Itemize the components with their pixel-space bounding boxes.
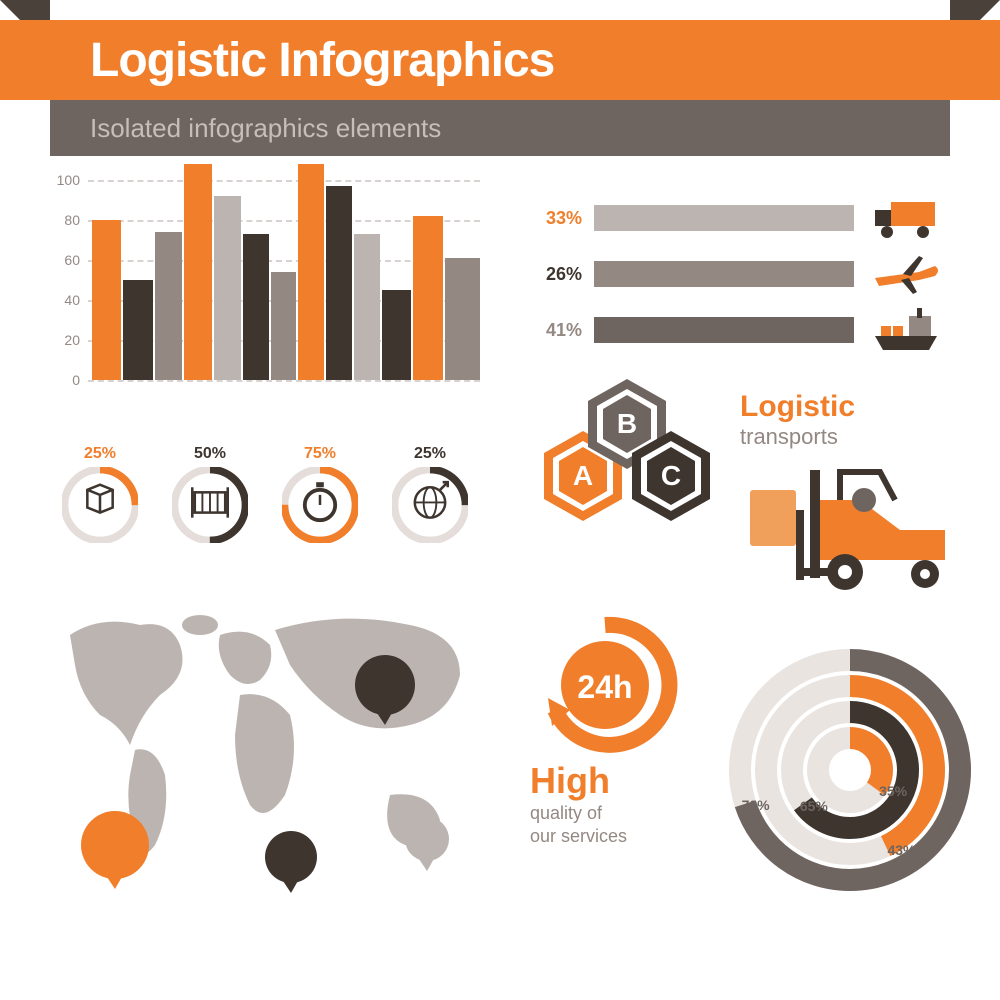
donut-row: 25% 50% 75% 25% (50, 445, 480, 543)
bar (413, 216, 442, 380)
ytick-label: 60 (50, 252, 80, 268)
hbar-row: 41% (520, 302, 950, 358)
donut-pct: 25% (380, 445, 480, 463)
page-title: Logistic Infographics (90, 33, 554, 88)
bar (354, 234, 380, 380)
radial-label: 70% (742, 797, 770, 813)
bar (243, 234, 269, 380)
bar (184, 164, 211, 380)
donut: 75% (270, 445, 370, 543)
bar (271, 272, 297, 380)
hbar-track (594, 317, 854, 343)
banner-title-strip: Logistic Infographics (0, 20, 1000, 100)
bar (92, 220, 121, 380)
ytick-label: 40 (50, 292, 80, 308)
transports-line1: Logistic (740, 390, 960, 424)
badge-24h: 24h (530, 610, 700, 760)
bar (445, 258, 480, 380)
bar (123, 280, 152, 380)
ytick-label: 20 (50, 332, 80, 348)
svg-text:24h: 24h (577, 669, 632, 705)
bar (326, 186, 352, 380)
hbar-pct: 33% (520, 208, 582, 229)
forklift-icon (750, 460, 960, 590)
hbar-track (594, 205, 854, 231)
plane-icon (866, 249, 946, 299)
donut: 25% (50, 445, 150, 543)
hbar-row: 33% (520, 190, 950, 246)
radial-label: 65% (800, 798, 828, 814)
bar-chart-bars (92, 180, 480, 380)
hbar-pct: 26% (520, 264, 582, 285)
map-bubble (260, 829, 322, 900)
donut: 50% (160, 445, 260, 543)
map-bubble (350, 653, 420, 732)
bar (214, 196, 241, 380)
radial-label: 35% (879, 783, 907, 799)
hbar-track (594, 261, 854, 287)
bar (382, 290, 411, 380)
hexagon-group: ABC (540, 375, 740, 545)
ytick-label: 80 (50, 212, 80, 228)
transports-line2: transports (740, 424, 960, 450)
donut-pct: 25% (50, 445, 150, 463)
hbar-pct: 41% (520, 320, 582, 341)
map-bubble (76, 809, 154, 896)
truck-icon (866, 193, 946, 243)
donut: 25% (380, 445, 480, 543)
world-map (40, 595, 480, 895)
page-subtitle: Isolated infographics elements (90, 113, 441, 144)
transport-hbars: 33% 26% 41% (520, 190, 950, 358)
donut-pct: 50% (160, 445, 260, 463)
ytick-label: 100 (50, 172, 80, 188)
hbar-row: 26% (520, 246, 950, 302)
bar (155, 232, 182, 380)
header-banner: Logistic Infographics Isolated infograph… (0, 0, 1000, 156)
transports-heading: Logistic transports (740, 390, 960, 450)
ytick-label: 0 (50, 372, 80, 388)
hexagon: C (628, 427, 714, 525)
bar (298, 164, 324, 380)
donut-pct: 75% (270, 445, 370, 463)
banner-subtitle-strip: Isolated infographics elements (50, 100, 950, 156)
map-bubble (400, 815, 454, 878)
radial-label: 43% (887, 842, 915, 858)
bar-chart: 020406080100 (50, 180, 480, 420)
ship-icon (866, 305, 946, 355)
radial-chart: 70% 43% 65% 35% (720, 640, 980, 900)
